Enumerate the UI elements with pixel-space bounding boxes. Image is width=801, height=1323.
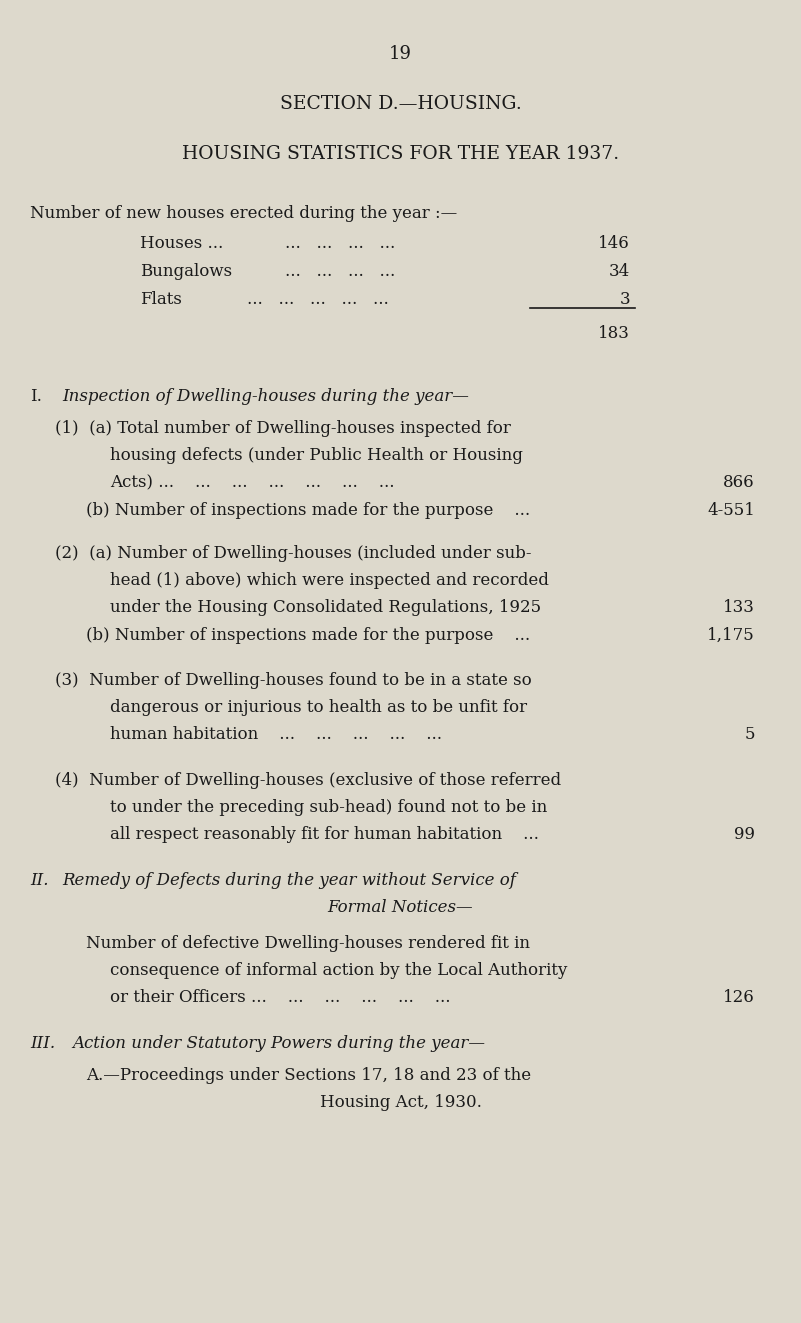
Text: all respect reasonably fit for human habitation    ...: all respect reasonably fit for human hab… <box>110 826 539 843</box>
Text: 34: 34 <box>609 263 630 280</box>
Text: (b) Number of inspections made for the purpose    ...: (b) Number of inspections made for the p… <box>86 627 530 644</box>
Text: 146: 146 <box>598 235 630 251</box>
Text: human habitation    ...    ...    ...    ...    ...: human habitation ... ... ... ... ... <box>110 726 442 744</box>
Text: under the Housing Consolidated Regulations, 1925: under the Housing Consolidated Regulatio… <box>110 599 541 617</box>
Text: to under the preceding sub-head) found not to be in: to under the preceding sub-head) found n… <box>110 799 547 816</box>
Text: 133: 133 <box>723 599 755 617</box>
Text: Action under Statutory Powers during the year—: Action under Statutory Powers during the… <box>72 1035 485 1052</box>
Text: Inspection of Dwelling-houses during the year—: Inspection of Dwelling-houses during the… <box>62 388 469 405</box>
Text: head (1) above) which were inspected and recorded: head (1) above) which were inspected and… <box>110 572 549 589</box>
Text: ...   ...   ...   ...: ... ... ... ... <box>285 263 395 280</box>
Text: 866: 866 <box>723 474 755 491</box>
Text: consequence of informal action by the Local Authority: consequence of informal action by the Lo… <box>110 962 567 979</box>
Text: SECTION D.—HOUSING.: SECTION D.—HOUSING. <box>280 95 521 112</box>
Text: Remedy of Defects during the year without Service of: Remedy of Defects during the year withou… <box>62 872 516 889</box>
Text: 126: 126 <box>723 990 755 1005</box>
Text: Number of defective Dwelling-houses rendered fit in: Number of defective Dwelling-houses rend… <box>86 935 530 953</box>
Text: 183: 183 <box>598 325 630 343</box>
Text: 1,175: 1,175 <box>707 627 755 644</box>
Text: 19: 19 <box>389 45 412 64</box>
Text: 99: 99 <box>734 826 755 843</box>
Text: III.: III. <box>30 1035 55 1052</box>
Text: Housing Act, 1930.: Housing Act, 1930. <box>320 1094 481 1111</box>
Text: (2)  (a) Number of Dwelling-houses (included under sub-: (2) (a) Number of Dwelling-houses (inclu… <box>55 545 532 562</box>
Text: 4-551: 4-551 <box>707 501 755 519</box>
Text: housing defects (under Public Health or Housing: housing defects (under Public Health or … <box>110 447 523 464</box>
Text: Acts) ...    ...    ...    ...    ...    ...    ...: Acts) ... ... ... ... ... ... ... <box>110 474 395 491</box>
Text: Formal Notices—: Formal Notices— <box>328 900 473 916</box>
Text: Flats: Flats <box>140 291 182 308</box>
Text: (1)  (a) Total number of Dwelling-houses inspected for: (1) (a) Total number of Dwelling-houses … <box>55 419 511 437</box>
Text: 3: 3 <box>619 291 630 308</box>
Text: I.: I. <box>30 388 42 405</box>
Text: Number of new houses erected during the year :—: Number of new houses erected during the … <box>30 205 457 222</box>
Text: Houses ...: Houses ... <box>140 235 223 251</box>
Text: dangerous or injurious to health as to be unfit for: dangerous or injurious to health as to b… <box>110 699 527 716</box>
Text: (4)  Number of Dwelling-houses (exclusive of those referred: (4) Number of Dwelling-houses (exclusive… <box>55 773 562 789</box>
Text: HOUSING STATISTICS FOR THE YEAR 1937.: HOUSING STATISTICS FOR THE YEAR 1937. <box>182 146 619 163</box>
Text: A.—Proceedings under Sections 17, 18 and 23 of the: A.—Proceedings under Sections 17, 18 and… <box>86 1068 531 1084</box>
Text: ...   ...   ...   ...: ... ... ... ... <box>285 235 395 251</box>
Text: (b) Number of inspections made for the purpose    ...: (b) Number of inspections made for the p… <box>86 501 530 519</box>
Text: II.: II. <box>30 872 49 889</box>
Text: Bungalows: Bungalows <box>140 263 232 280</box>
Text: 5: 5 <box>744 726 755 744</box>
Text: (3)  Number of Dwelling-houses found to be in a state so: (3) Number of Dwelling-houses found to b… <box>55 672 532 689</box>
Text: or their Officers ...    ...    ...    ...    ...    ...: or their Officers ... ... ... ... ... ..… <box>110 990 450 1005</box>
Text: ...   ...   ...   ...   ...: ... ... ... ... ... <box>247 291 388 308</box>
